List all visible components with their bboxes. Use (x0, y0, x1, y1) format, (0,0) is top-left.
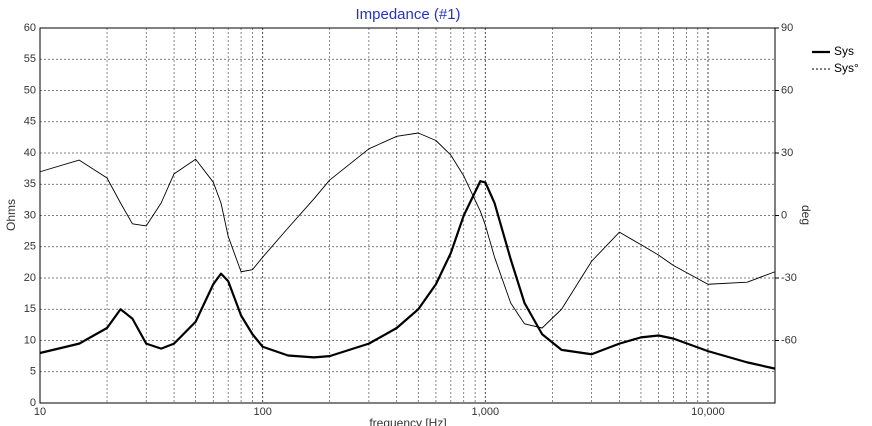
y-tick-label: 60 (24, 22, 36, 34)
legend-label: Sys° (834, 61, 859, 75)
y2-tick-label: 0 (781, 209, 787, 221)
y-tick-label: 40 (24, 147, 36, 159)
legend-label: Sys (834, 44, 854, 58)
y2-tick-label: -30 (781, 272, 797, 284)
y-tick-label: 5 (30, 366, 36, 378)
y-tick-label: 20 (24, 272, 36, 284)
y-axis-label: Ohms (4, 199, 18, 231)
y-tick-label: 15 (24, 303, 36, 315)
y2-tick-label: 90 (781, 22, 793, 34)
y-tick-label: 0 (30, 397, 36, 409)
series-line (39, 180, 776, 370)
y-tick-label: 50 (24, 84, 36, 96)
x-tick-label: 10,000 (691, 406, 725, 418)
y2-tick-label: 60 (781, 84, 793, 96)
y2-tick-label: -60 (781, 334, 797, 346)
y-tick-label: 25 (24, 241, 36, 253)
y2-axis-label: deg (799, 205, 813, 225)
chart-title: Impedance (#1) (355, 6, 460, 23)
y-tick-label: 30 (24, 209, 36, 221)
x-tick-label: 100 (253, 406, 271, 418)
x-axis-label: frequency [Hz] (369, 416, 446, 426)
series-line (39, 132, 776, 329)
y-tick-label: 35 (24, 178, 36, 190)
y-tick-label: 55 (24, 53, 36, 65)
y-tick-label: 10 (24, 334, 36, 346)
y-tick-label: 45 (24, 116, 36, 128)
x-tick-label: 1,000 (472, 406, 500, 418)
plot-frame (39, 27, 776, 404)
y2-tick-label: 30 (781, 147, 793, 159)
x-tick-label: 10 (34, 406, 46, 418)
